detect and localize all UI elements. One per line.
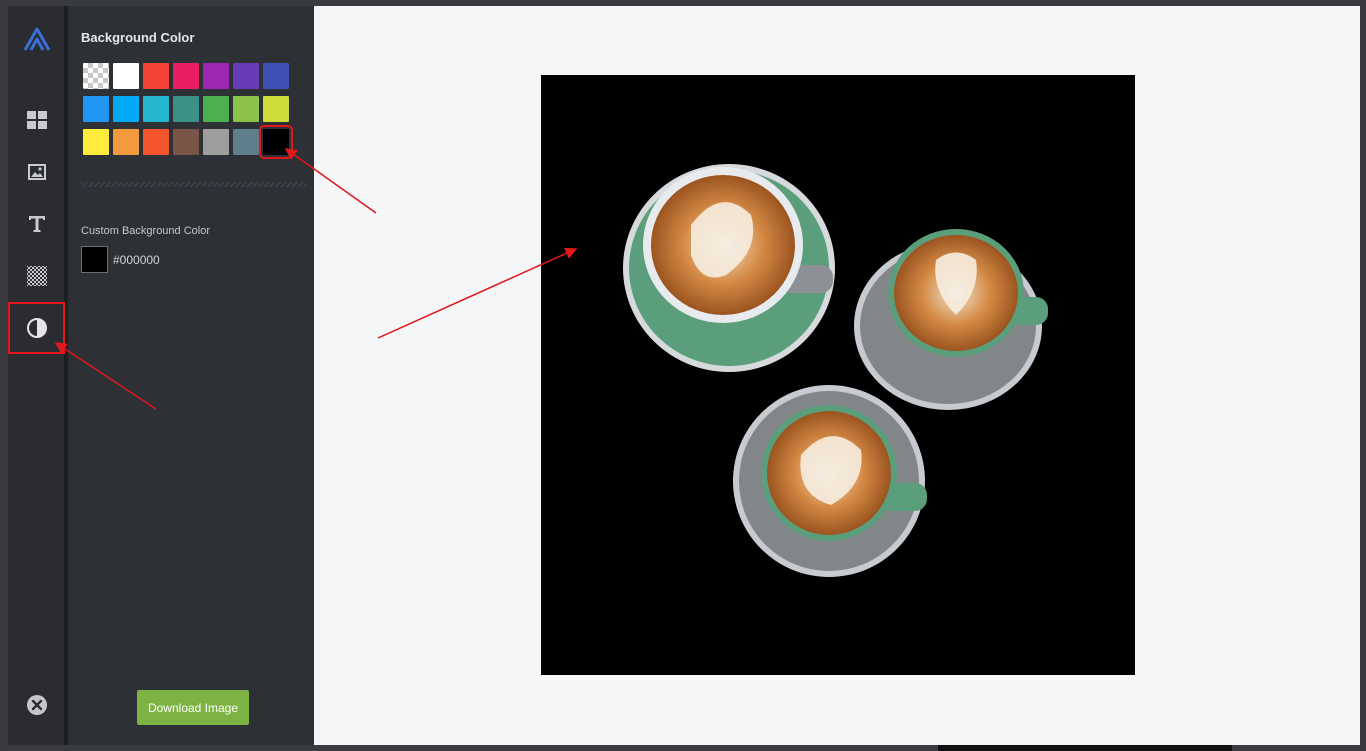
swatch-light-green[interactable]: [233, 96, 259, 122]
canvas-area: [314, 6, 1360, 745]
images-button[interactable]: [8, 147, 65, 197]
coffee-cup: [733, 385, 927, 577]
coffee-cup: [854, 229, 1048, 410]
swatch-yellow[interactable]: [83, 129, 109, 155]
swatch-lime[interactable]: [263, 96, 289, 122]
swatch-light-blue[interactable]: [113, 96, 139, 122]
swatch-green[interactable]: [203, 96, 229, 122]
close-icon: [26, 694, 48, 716]
app-window: Background Color Custom Background Color…: [8, 6, 1360, 745]
swatch-blue-grey[interactable]: [233, 129, 259, 155]
annotation-highlight-box: [8, 302, 65, 354]
swatch-pink[interactable]: [173, 63, 199, 89]
divider: [81, 182, 307, 187]
image-canvas[interactable]: [541, 75, 1135, 675]
swatch-cyan[interactable]: [143, 96, 169, 122]
download-image-button[interactable]: Download Image: [137, 690, 249, 725]
checkerboard-icon: [26, 265, 48, 287]
swatch-transparent[interactable]: [83, 63, 109, 89]
swatch-red[interactable]: [143, 63, 169, 89]
swatch-deep-orange[interactable]: [143, 129, 169, 155]
swatch-indigo[interactable]: [263, 63, 289, 89]
brand-logo-icon[interactable]: [8, 14, 65, 64]
layouts-button[interactable]: [8, 95, 65, 145]
custom-color-picker[interactable]: [81, 246, 108, 273]
bottom-strip: [938, 745, 1232, 751]
pattern-button[interactable]: [8, 251, 65, 301]
swatch-black[interactable]: [259, 125, 293, 159]
custom-color-row: #000000: [81, 246, 160, 273]
swatch-purple[interactable]: [203, 63, 229, 89]
color-swatch-grid: [83, 63, 293, 159]
swatch-deep-purple[interactable]: [233, 63, 259, 89]
swatch-teal[interactable]: [173, 96, 199, 122]
custom-color-label: Custom Background Color: [81, 225, 211, 237]
tool-rail: [8, 6, 65, 745]
coffee-cups-image: [623, 164, 1048, 577]
background-button[interactable]: [8, 303, 65, 353]
custom-color-value[interactable]: #000000: [113, 252, 160, 267]
panel-title: Background Color: [81, 30, 195, 45]
contrast-icon: [26, 317, 48, 339]
swatch-brown[interactable]: [173, 129, 199, 155]
text-button[interactable]: [8, 199, 65, 249]
close-button[interactable]: [8, 680, 65, 730]
swatch-blue[interactable]: [83, 96, 109, 122]
swatch-grey[interactable]: [203, 129, 229, 155]
background-color-panel: Background Color Custom Background Color…: [65, 6, 314, 745]
swatch-white[interactable]: [113, 63, 139, 89]
swatch-orange[interactable]: [113, 129, 139, 155]
layout-grid-icon: [26, 110, 48, 130]
coffee-cup: [623, 164, 835, 372]
image-icon: [27, 164, 46, 180]
text-icon: [27, 214, 47, 234]
